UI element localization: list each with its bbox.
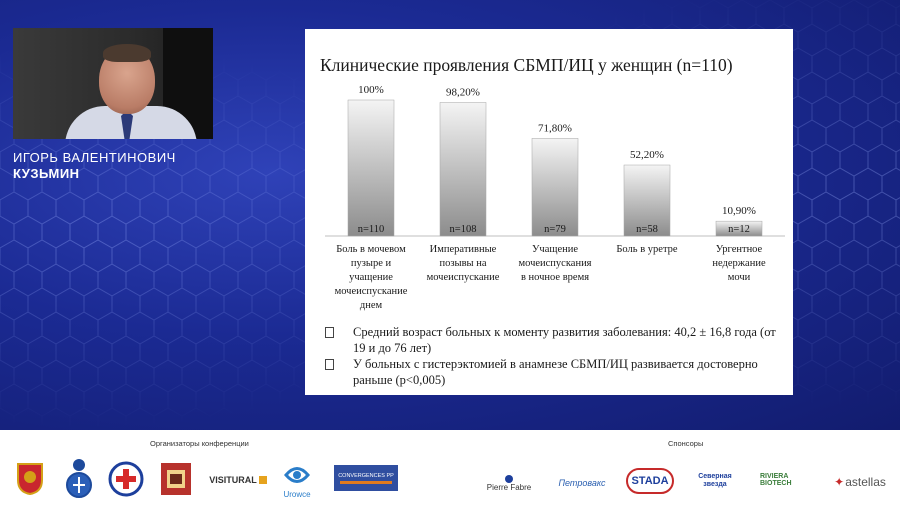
- bar-n-label: n=108: [450, 224, 477, 235]
- bar-chart: 100% n=110 Боль в мочевом пузыре и учащение м…: [325, 84, 785, 311]
- bar-value-label: 10,90%: [722, 205, 756, 217]
- astellas-logo: ✦ astellas: [834, 475, 886, 489]
- category-label: Учащение: [532, 244, 578, 255]
- category-label: мочеиспускания: [518, 258, 591, 269]
- bar-n-label: n=58: [636, 224, 658, 235]
- bullet-item: У больных с гистерэктомией в анамнезе СБ…: [325, 357, 785, 388]
- pierre-fabre-logo: Pierre Fabre: [478, 474, 540, 492]
- chart-bar: [439, 102, 487, 237]
- bar-value-label: 71,80%: [538, 122, 572, 134]
- bar-value-label: 52,20%: [630, 149, 664, 161]
- category-label: мочи: [728, 272, 751, 283]
- bar-value-label: 100%: [358, 84, 384, 96]
- association-emblem-icon: [64, 457, 94, 499]
- bullet-text: У больных с гистерэктомией в анамнезе СБ…: [353, 357, 758, 387]
- category-label: мочеиспускание: [335, 286, 408, 297]
- bar-value-label: 98,20%: [446, 86, 480, 98]
- convergences-bar: [340, 480, 392, 484]
- visitural-logo: VISITURAL: [204, 473, 272, 487]
- chart-bar: [531, 138, 579, 237]
- category-label: учащение: [349, 272, 393, 283]
- pierre-fabre-dot-icon: [505, 474, 513, 483]
- category-label: позывы на: [440, 258, 487, 269]
- presentation-slide: Клинические проявления СБМП/ИЦ у женщин …: [305, 29, 793, 395]
- category-label: Ургентное: [716, 244, 763, 255]
- petrovax-logo: Петровакс: [558, 478, 606, 488]
- category-label: Императивные: [430, 244, 497, 255]
- category-label: пузыре и: [351, 258, 392, 269]
- bar-n-label: n=12: [728, 224, 750, 235]
- university-emblem-icon: [158, 460, 194, 498]
- stage-background: ИГОРЬ ВАЛЕНТИНОВИЧ КУЗЬМИН Клинические п…: [0, 0, 900, 430]
- medical-cross-icon: [108, 461, 144, 497]
- chart-bar: [623, 164, 671, 237]
- urowce-swirl-icon: [284, 466, 310, 483]
- category-label: мочеиспускание: [427, 272, 500, 283]
- bullet-text: Средний возраст больных к моменту развит…: [353, 325, 776, 355]
- speaker-hair: [103, 44, 151, 62]
- footer: Организаторы конференции Спонсоры VISITU…: [0, 430, 900, 508]
- bar-n-label: n=110: [358, 224, 385, 235]
- bullet-box-icon: [325, 327, 334, 338]
- category-label: днем: [360, 300, 383, 311]
- speaker-tie: [121, 110, 133, 139]
- slide-title: Клинические проявления СБМП/ИЦ у женщин …: [320, 55, 733, 75]
- speaker-video: [13, 28, 213, 139]
- severnaya-zvezda-logo: Северная звезда: [698, 473, 732, 488]
- category-label: Боль в уретре: [616, 244, 678, 255]
- chart-bar: [715, 220, 763, 237]
- bullet-box-icon: [325, 359, 334, 370]
- bar-n-label: n=79: [544, 224, 566, 235]
- category-label: в ночное время: [521, 272, 589, 283]
- convergences-logo: CONVERGENCES PP: [334, 465, 398, 491]
- urowce-logo: Urowce: [276, 456, 318, 502]
- speaker-first-name: ИГОРЬ ВАЛЕНТИНОВИЧ: [13, 150, 176, 165]
- stada-logo: STADA: [626, 468, 674, 494]
- slide-bullets: Средний возраст больных к моменту развит…: [325, 325, 785, 389]
- chart-bar: [347, 99, 395, 237]
- organizers-caption: Организаторы конференции: [150, 439, 249, 448]
- category-label: недержание: [712, 258, 766, 269]
- sponsors-caption: Спонсоры: [668, 439, 704, 448]
- category-label: Боль в мочевом: [336, 244, 406, 255]
- astellas-star-icon: ✦: [834, 475, 845, 489]
- speaker-last-name: КУЗЬМИН: [13, 166, 80, 181]
- visitural-square-icon: [258, 476, 267, 484]
- region-emblem-icon: [12, 460, 48, 496]
- riviera-biotech-logo: RIVIERA BIOTECH: [760, 473, 792, 487]
- bullet-item: Средний возраст больных к моменту развит…: [325, 325, 785, 356]
